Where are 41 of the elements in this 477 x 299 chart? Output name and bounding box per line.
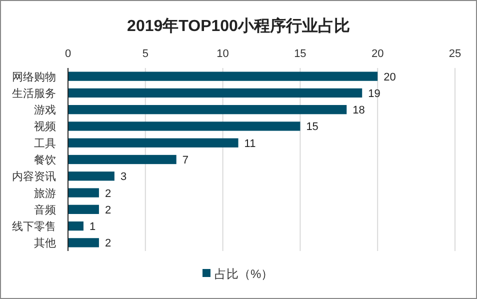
data-label: 19 (368, 88, 380, 100)
x-tick-label: 5 (142, 48, 148, 60)
y-tick-label: 内容资讯 (12, 170, 56, 184)
data-label: 15 (306, 121, 318, 134)
y-tick-label: 音频 (34, 203, 56, 216)
bar (68, 72, 378, 81)
bar (68, 238, 99, 248)
bar (68, 138, 238, 148)
bar (68, 88, 362, 98)
bar (68, 221, 84, 231)
y-tick-label: 线下零售 (12, 220, 56, 234)
bar (68, 188, 99, 198)
bar (68, 154, 176, 164)
y-tick-label: 生活服务 (12, 86, 56, 100)
y-tick-label: 视频 (34, 120, 56, 134)
y-tick-label: 旅游 (34, 186, 56, 200)
legend-label: 占比（%） (214, 267, 274, 281)
bar (68, 204, 99, 214)
data-label: 18 (352, 104, 365, 117)
chart-title: 2019年TOP100小程序行业占比 (127, 16, 350, 35)
bar (68, 122, 300, 131)
data-label: 20 (384, 71, 396, 84)
data-label: 2 (104, 204, 112, 216)
x-tick-label: 15 (294, 48, 306, 60)
bar (68, 172, 114, 181)
y-tick-label: 工具 (34, 138, 56, 150)
y-tick-label: 网络购物 (12, 71, 56, 84)
x-tick-label: 20 (371, 48, 384, 60)
data-label: 3 (120, 171, 127, 184)
y-tick-label: 游戏 (34, 104, 56, 117)
x-tick-label: 0 (64, 48, 72, 60)
data-label: 7 (182, 154, 188, 166)
data-label: 1 (89, 221, 96, 234)
bar (68, 105, 347, 114)
data-label: 2 (104, 238, 112, 250)
y-tick-label: 餐饮 (34, 154, 56, 166)
x-tick-label: 10 (216, 48, 229, 60)
data-label: 2 (104, 188, 112, 200)
y-tick-label: 其他 (34, 236, 56, 250)
data-label: 11 (244, 138, 256, 150)
x-tick-label: 25 (448, 48, 462, 60)
